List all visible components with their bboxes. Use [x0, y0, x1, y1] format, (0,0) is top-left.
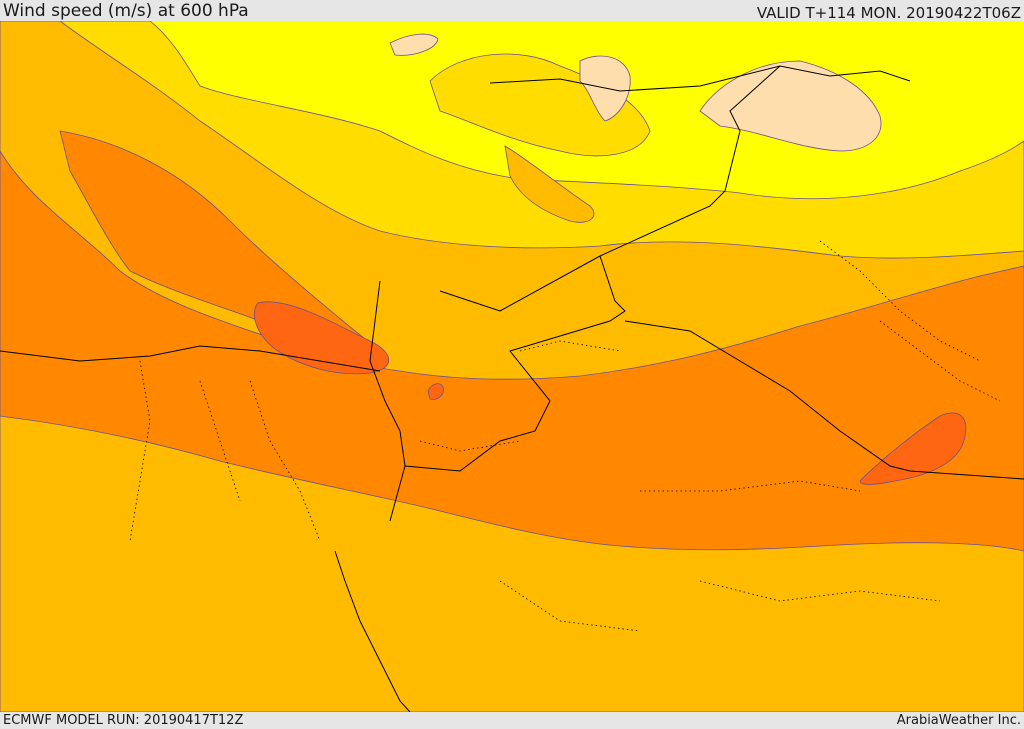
- header: Wind speed (m/s) at 600 hPa VALID T+114 …: [0, 0, 1024, 21]
- border-lines: [0, 65, 1024, 712]
- footer: ECMWF MODEL RUN: 20190417T12Z ArabiaWeat…: [0, 712, 1024, 729]
- band-5-east-patch: [859, 412, 967, 485]
- band-2-north-patch: [429, 53, 651, 157]
- credit: ArabiaWeather Inc.: [896, 713, 1021, 728]
- band-lightest-ne: [699, 60, 882, 152]
- map-title: Wind speed (m/s) at 600 hPa: [3, 1, 249, 21]
- wind-speed-map-svg: [0, 21, 1024, 712]
- dotted-province-lines: [129, 240, 1001, 632]
- weather-map[interactable]: [0, 21, 1024, 712]
- valid-time: VALID T+114 MON. 20190422T06Z: [756, 4, 1021, 22]
- model-run: ECMWF MODEL RUN: 20190417T12Z: [3, 713, 244, 728]
- band-5-small-patch: [427, 383, 444, 400]
- band-lightest-nw: [389, 33, 439, 56]
- band-3-inner-patch: [504, 145, 595, 223]
